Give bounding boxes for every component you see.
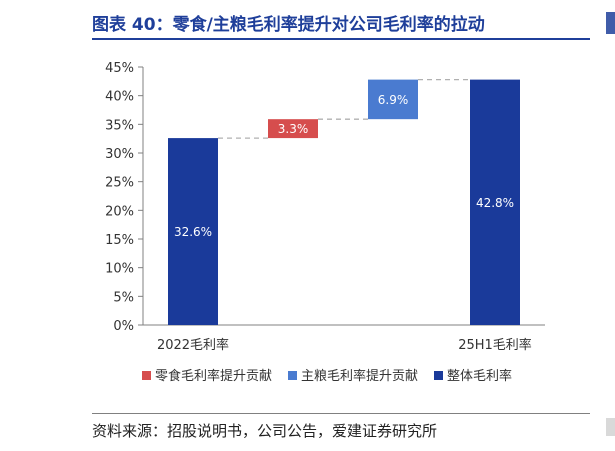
legend-swatch xyxy=(288,371,297,380)
adjacent-figure-edge-bottom xyxy=(606,418,615,436)
source-note: 资料来源：招股说明书，公司公告，爱建证券研究所 xyxy=(92,422,438,440)
legend-label: 主粮毛利率提升贡献 xyxy=(301,368,418,384)
x-category-label: 2022毛利率 xyxy=(157,337,229,353)
title-divider xyxy=(92,38,590,40)
y-tick-label: 10% xyxy=(105,262,134,277)
y-tick-label: 45% xyxy=(105,61,134,76)
y-tick-label: 15% xyxy=(105,233,134,248)
bar-3 xyxy=(368,79,418,120)
legend-label: 零食毛利率提升贡献 xyxy=(155,368,272,384)
y-tick-label: 0% xyxy=(113,319,134,334)
x-category-label: 25H1毛利率 xyxy=(458,337,532,353)
bar-value-label: 6.9% xyxy=(378,93,409,107)
y-tick-label: 30% xyxy=(105,147,134,162)
bar-4 xyxy=(470,79,520,325)
y-tick-label: 5% xyxy=(113,290,134,305)
adjacent-figure-edge xyxy=(606,12,615,34)
legend-swatch xyxy=(434,371,443,380)
legend-swatch xyxy=(142,371,151,380)
legend-label: 整体毛利率 xyxy=(447,368,512,384)
y-tick-label: 25% xyxy=(105,176,134,191)
footer-divider xyxy=(92,413,590,414)
bar-value-label: 3.3% xyxy=(278,122,309,136)
bar-value-label: 32.6% xyxy=(174,225,212,239)
bar-1 xyxy=(168,138,218,325)
bar-value-label: 42.8% xyxy=(476,196,514,210)
y-tick-label: 35% xyxy=(105,118,134,133)
bar-2 xyxy=(268,119,318,139)
y-tick-label: 20% xyxy=(105,204,134,219)
chart-title: 图表 40：零食/主粮毛利率提升对公司毛利率的拉动 xyxy=(92,15,485,35)
y-tick-label: 40% xyxy=(105,90,134,105)
